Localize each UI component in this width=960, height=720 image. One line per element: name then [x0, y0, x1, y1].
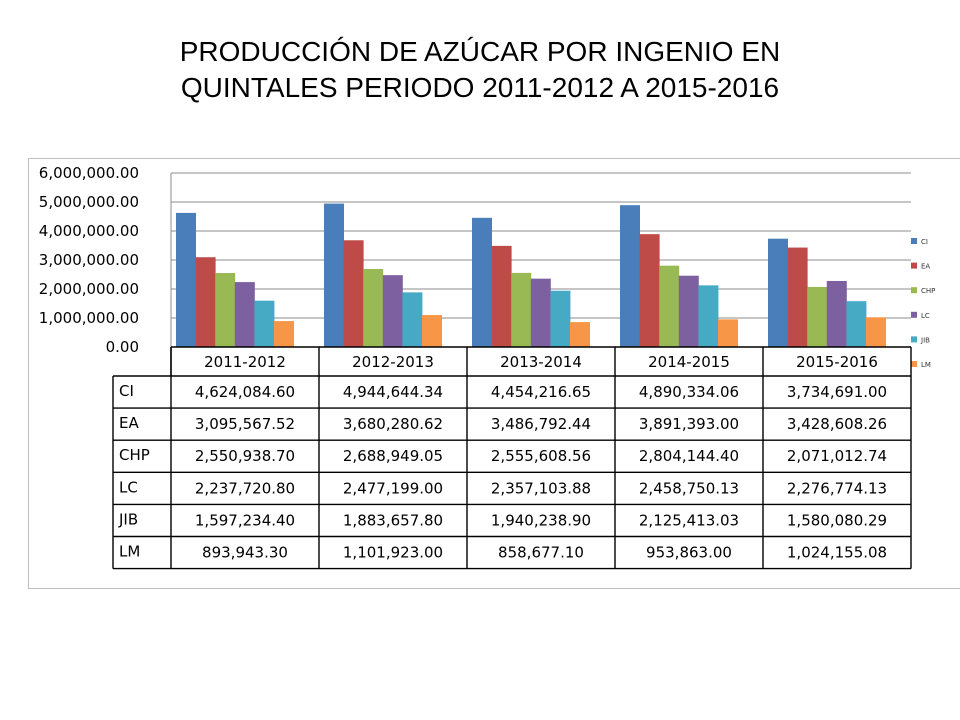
y-tick-label: 5,000,000.00: [39, 193, 139, 211]
bar-lc-2012-2013: [382, 275, 403, 347]
x-category-label: 2015-2016: [796, 353, 878, 371]
chart-area: 0.00 1,000,000.00 2,000,000.00 3,000,000.00…: [28, 158, 960, 589]
bar-jib-2012-2013: [402, 292, 423, 347]
bar-ci-2011-2012: [176, 212, 196, 347]
table-row-label-ea: EA: [119, 414, 139, 432]
table-cell: 2,804,144.40: [639, 447, 739, 465]
table-cell: 4,944,644.34: [343, 383, 443, 401]
bar-jib-2011-2012: [254, 300, 275, 347]
table-cell: 1,940,238.90: [491, 511, 591, 529]
bar-chp-2013-2014: [511, 272, 532, 347]
bar-chp-2011-2012: [215, 273, 236, 347]
y-tick-label: 2,000,000.00: [39, 280, 139, 298]
bar-ea-2014-2015: [639, 234, 660, 347]
legend-label-ea: EA: [921, 263, 930, 271]
table-cell: 2,477,199.00: [343, 479, 443, 497]
table-cell: 3,680,280.62: [343, 415, 443, 433]
x-category-label: 2011-2012: [204, 353, 286, 371]
legend-swatch-lm: [911, 361, 917, 367]
table-cell: 2,237,720.80: [195, 479, 295, 497]
x-category-label: 2012-2013: [352, 353, 434, 371]
bar-lc-2013-2014: [530, 278, 551, 347]
y-tick-label: 4,000,000.00: [39, 222, 139, 240]
bar-lc-2014-2015: [678, 275, 699, 347]
table-cell: 2,357,103.88: [491, 479, 591, 497]
table-cell: 3,428,608.26: [787, 415, 887, 433]
legend-swatch-chp: [911, 287, 917, 294]
legend-swatch-ci: [911, 238, 917, 244]
bar-lm-2011-2012: [274, 321, 294, 347]
y-tick-label: 3,000,000.00: [39, 251, 139, 269]
chart-title-line-2: QUINTALES PERIODO 2011-2012 A 2015-2016: [180, 72, 780, 103]
bar-chart: 0.00 1,000,000.00 2,000,000.00 3,000,000.00…: [39, 164, 935, 570]
table-row-label-ci: CI: [119, 382, 134, 400]
table-row-label-jib: JIB: [118, 510, 138, 528]
legend-label-ci: CI: [921, 238, 928, 246]
bar-jib-2015-2016: [846, 301, 867, 347]
table-cell: 1,883,657.80: [343, 511, 443, 529]
table-cell: 4,454,216.65: [491, 383, 591, 401]
bar-lm-2015-2016: [866, 317, 886, 347]
bar-chp-2012-2013: [363, 269, 384, 347]
legend-swatch-ea: [911, 262, 917, 269]
legend-label-chp: CHP: [921, 287, 935, 295]
table-cell: 2,688,949.05: [343, 447, 443, 465]
y-tick-label: 0.00: [106, 338, 139, 356]
table-cell: 4,624,084.60: [195, 383, 295, 401]
bar-ea-2015-2016: [787, 247, 808, 347]
bar-ci-2012-2013: [324, 203, 344, 347]
legend-swatch-jib: [911, 336, 917, 343]
table-cell: 2,458,750.13: [639, 479, 739, 497]
table-cell: 1,101,923.00: [343, 544, 443, 562]
table-cell: 3,095,567.52: [195, 415, 295, 433]
table-cell: 1,597,234.40: [195, 511, 295, 529]
legend-label-lc: LC: [921, 312, 930, 320]
bar-ea-2011-2012: [195, 257, 216, 347]
table-cell: 2,276,774.13: [787, 479, 887, 497]
bar-chp-2015-2016: [807, 286, 828, 347]
table-cell: 2,071,012.74: [787, 447, 887, 465]
table-row-label-lc: LC: [119, 478, 138, 496]
bar-lm-2014-2015: [718, 319, 738, 347]
table-cell: 3,486,792.44: [491, 415, 591, 433]
legend-label-jib: JIB: [920, 336, 930, 344]
bar-chp-2014-2015: [659, 265, 680, 347]
bar-ea-2013-2014: [491, 245, 512, 347]
legend-swatch-lc: [911, 311, 917, 318]
table-cell: 2,550,938.70: [195, 447, 295, 465]
table-cell: 1,580,080.29: [787, 511, 887, 529]
chart-title: PRODUCCIÓN DE AZÚCAR POR INGENIO EN QUIN…: [80, 34, 880, 106]
bar-jib-2013-2014: [550, 290, 571, 347]
bar-lc-2011-2012: [234, 282, 255, 347]
table-cell: 3,891,393.00: [639, 415, 739, 433]
table-cell: 893,943.30: [202, 544, 288, 562]
table-cell: 2,125,413.03: [639, 511, 739, 529]
y-tick-label: 6,000,000.00: [39, 164, 139, 182]
table-cell: 2,555,608.56: [491, 447, 591, 465]
chart-title-line-1: PRODUCCIÓN DE AZÚCAR POR INGENIO EN: [179, 36, 781, 67]
y-tick-label: 1,000,000.00: [39, 309, 139, 327]
bar-jib-2014-2015: [698, 285, 719, 347]
table-cell: 4,890,334.06: [639, 383, 739, 401]
bar-lm-2012-2013: [422, 315, 442, 347]
legend-label-lm: LM: [921, 361, 931, 369]
table-row-label-chp: CHP: [119, 446, 150, 464]
bar-lc-2015-2016: [826, 280, 847, 347]
x-category-label: 2014-2015: [648, 353, 730, 371]
bar-ci-2013-2014: [472, 217, 492, 347]
table-row-label-lm: LM: [119, 543, 140, 561]
bar-lm-2013-2014: [570, 322, 590, 347]
table-cell: 858,677.10: [498, 544, 584, 562]
bar-ea-2012-2013: [343, 240, 364, 347]
table-cell: 953,863.00: [646, 544, 732, 562]
x-category-label: 2013-2014: [500, 353, 582, 371]
bar-ci-2014-2015: [620, 205, 640, 347]
table-cell: 1,024,155.08: [787, 544, 887, 562]
table-cell: 3,734,691.00: [787, 383, 887, 401]
bar-ci-2015-2016: [768, 238, 788, 347]
